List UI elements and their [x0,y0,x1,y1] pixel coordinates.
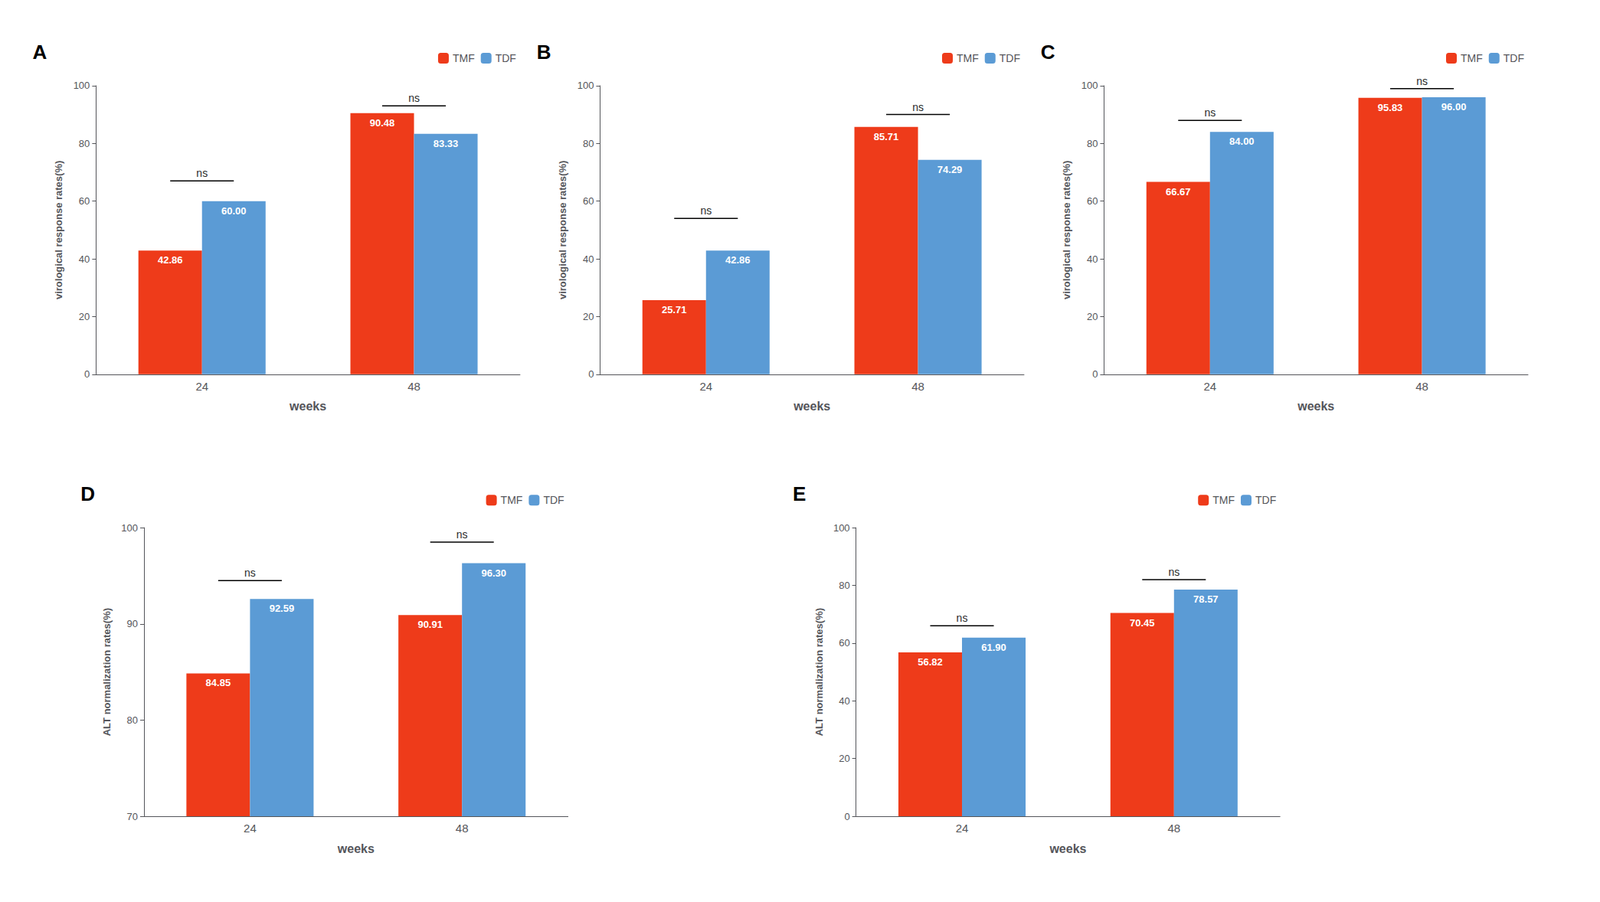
svg-text:70: 70 [127,811,138,823]
svg-text:ns: ns [408,91,420,105]
svg-text:ns: ns [912,101,924,114]
svg-text:ns: ns [1168,566,1180,579]
svg-text:weeks: weeks [1296,399,1335,413]
svg-text:24: 24 [243,821,257,835]
svg-text:TMF: TMF [452,52,475,65]
svg-text:83.33: 83.33 [433,137,459,150]
svg-text:TMF: TMF [500,494,524,507]
svg-text:ns: ns [1204,106,1216,119]
svg-text:48: 48 [1415,379,1429,393]
svg-text:ns: ns [196,166,208,180]
svg-text:40: 40 [838,695,850,707]
svg-text:95.83: 95.83 [1377,101,1404,114]
svg-text:25.71: 25.71 [661,304,688,316]
svg-text:ALT normalization rates(%): ALT normalization rates(%) [101,608,113,737]
svg-text:42.86: 42.86 [725,254,751,266]
svg-text:48: 48 [1167,821,1181,835]
svg-text:weeks: weeks [288,399,327,413]
svg-text:0: 0 [84,368,90,380]
svg-text:100: 100 [121,522,138,534]
svg-text:24: 24 [955,821,969,835]
svg-text:ns: ns [956,611,969,625]
svg-text:TDF: TDF [1503,52,1525,65]
svg-text:48: 48 [911,379,925,393]
svg-text:TMF: TMF [956,52,979,65]
svg-text:ALT normalization rates(%): ALT normalization rates(%) [813,608,825,737]
svg-text:48: 48 [455,821,469,835]
svg-text:84.00: 84.00 [1229,135,1255,148]
svg-text:0: 0 [844,811,850,823]
svg-text:80: 80 [582,137,594,150]
svg-text:60.00: 60.00 [221,205,247,217]
svg-text:TDF: TDF [999,52,1021,65]
svg-text:D: D [80,482,95,506]
svg-text:20: 20 [78,310,90,323]
svg-text:66.67: 66.67 [1165,186,1192,198]
svg-text:74.29: 74.29 [937,163,963,176]
svg-text:virological response rates(%): virological response rates(%) [556,160,569,300]
svg-text:24: 24 [1203,379,1217,393]
svg-text:24: 24 [699,379,713,393]
svg-text:weeks: weeks [337,842,375,856]
svg-text:100: 100 [833,522,851,534]
svg-text:40: 40 [582,253,594,266]
svg-text:80: 80 [838,579,850,592]
svg-text:56.82: 56.82 [917,656,943,668]
svg-text:weeks: weeks [792,399,831,413]
svg-text:40: 40 [78,253,90,266]
svg-text:ns: ns [456,528,468,541]
svg-text:0: 0 [588,368,594,380]
svg-text:0: 0 [1092,368,1098,380]
svg-text:42.86: 42.86 [157,254,184,266]
svg-text:80: 80 [1086,137,1098,150]
svg-text:C: C [1040,40,1056,64]
svg-text:61.90: 61.90 [981,641,1007,654]
svg-text:B: B [536,40,552,64]
svg-text:96.00: 96.00 [1441,101,1467,113]
svg-text:100: 100 [1081,79,1099,92]
svg-text:TDF: TDF [543,494,564,507]
svg-text:weeks: weeks [1048,842,1087,856]
svg-text:100: 100 [73,79,91,92]
svg-text:24: 24 [195,379,209,393]
svg-text:90.48: 90.48 [369,117,396,129]
svg-text:ns: ns [1416,75,1428,88]
svg-text:TDF: TDF [1255,494,1277,507]
svg-text:80: 80 [127,714,138,727]
svg-text:70.45: 70.45 [1129,617,1156,629]
svg-text:virological response rates(%): virological response rates(%) [52,160,65,300]
svg-text:90: 90 [127,618,138,630]
svg-text:E: E [792,482,806,506]
svg-text:90.91: 90.91 [417,618,443,631]
svg-text:84.85: 84.85 [206,677,232,689]
svg-text:60: 60 [838,637,850,649]
svg-text:96.30: 96.30 [480,567,507,580]
svg-text:60: 60 [1086,195,1098,207]
svg-text:100: 100 [577,79,595,92]
svg-text:78.57: 78.57 [1193,593,1219,606]
svg-text:TMF: TMF [1460,52,1483,65]
svg-text:85.71: 85.71 [873,130,900,143]
svg-text:A: A [32,40,48,64]
svg-text:92.59: 92.59 [269,602,295,615]
svg-text:ns: ns [244,566,256,580]
svg-text:20: 20 [1086,310,1098,323]
svg-text:TMF: TMF [1212,494,1235,507]
svg-text:20: 20 [838,752,850,765]
svg-text:60: 60 [582,195,594,207]
svg-text:ns: ns [700,204,712,217]
svg-text:80: 80 [78,137,90,150]
svg-text:40: 40 [1086,253,1098,266]
svg-text:60: 60 [78,195,90,207]
svg-text:48: 48 [407,379,421,393]
svg-text:20: 20 [582,310,594,323]
svg-text:TDF: TDF [495,52,517,65]
svg-text:virological response rates(%): virological response rates(%) [1060,160,1073,300]
